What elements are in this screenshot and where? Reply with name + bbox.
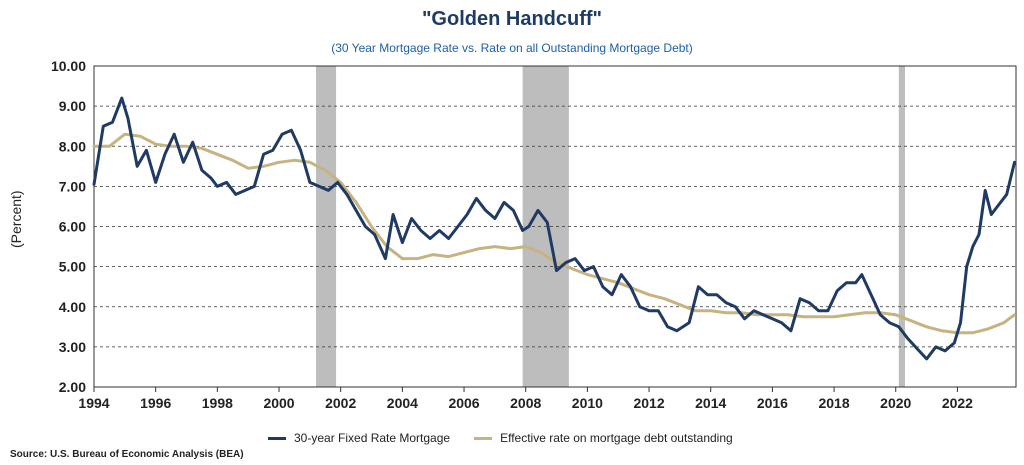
y-tick-label: 2.00	[59, 379, 86, 395]
y-tick-label: 5.00	[59, 259, 86, 275]
plot-frame	[93, 65, 1017, 388]
source-note: Source: U.S. Bureau of Economic Analysis…	[10, 449, 244, 460]
y-tick-label: 4.00	[59, 299, 86, 315]
y-tick-label: 8.00	[59, 138, 86, 154]
chart-title: "Golden Handcuff"	[421, 8, 603, 30]
x-tick-label: 2002	[325, 395, 356, 411]
x-tick-label: 2020	[880, 395, 911, 411]
legend-swatch-mortgage-rate	[268, 436, 286, 440]
series-line-mortgage-rate	[92, 96, 1016, 361]
x-tick-label: 2016	[757, 395, 788, 411]
x-tick-label: 2012	[633, 395, 664, 411]
x-tick-label: 2008	[510, 395, 541, 411]
x-tick-label: 2018	[818, 395, 849, 411]
x-tick-label: 1998	[202, 395, 233, 411]
x-tick-label: 2000	[263, 395, 294, 411]
y-tick-label: 6.00	[59, 219, 86, 235]
legend: 30-year Fixed Rate Mortgage Effective ra…	[268, 431, 733, 445]
legend-label-mortgage-rate: 30-year Fixed Rate Mortgage	[294, 431, 451, 445]
y-tick-label: 9.00	[59, 98, 86, 114]
legend-item-effective-rate: Effective rate on mortgage debt outstand…	[474, 431, 733, 445]
x-tick-label: 2010	[572, 395, 603, 411]
y-tick-label: 10.00	[51, 58, 86, 74]
y-tick-label: 3.00	[59, 339, 86, 355]
legend-swatch-effective-rate	[474, 436, 493, 440]
legend-label-effective-rate: Effective rate on mortgage debt outstand…	[500, 431, 733, 445]
legend-item-mortgage-rate: 30-year Fixed Rate Mortgage	[268, 431, 450, 445]
recession-band-2	[898, 66, 905, 387]
chart-subtitle: (30 Year Mortgage Rate vs. Rate on all O…	[331, 41, 693, 55]
series-line-effective-rate	[92, 132, 1016, 335]
x-tick-label: 2004	[387, 395, 418, 411]
x-tick-label: 1994	[78, 395, 109, 411]
x-tick-label: 2014	[695, 395, 726, 411]
x-tick-label: 1996	[140, 395, 171, 411]
x-tick-label: 2006	[448, 395, 479, 411]
y-tick-label: 7.00	[59, 178, 86, 194]
x-tick-label: 2022	[942, 395, 973, 411]
recession-band-0	[316, 66, 337, 387]
